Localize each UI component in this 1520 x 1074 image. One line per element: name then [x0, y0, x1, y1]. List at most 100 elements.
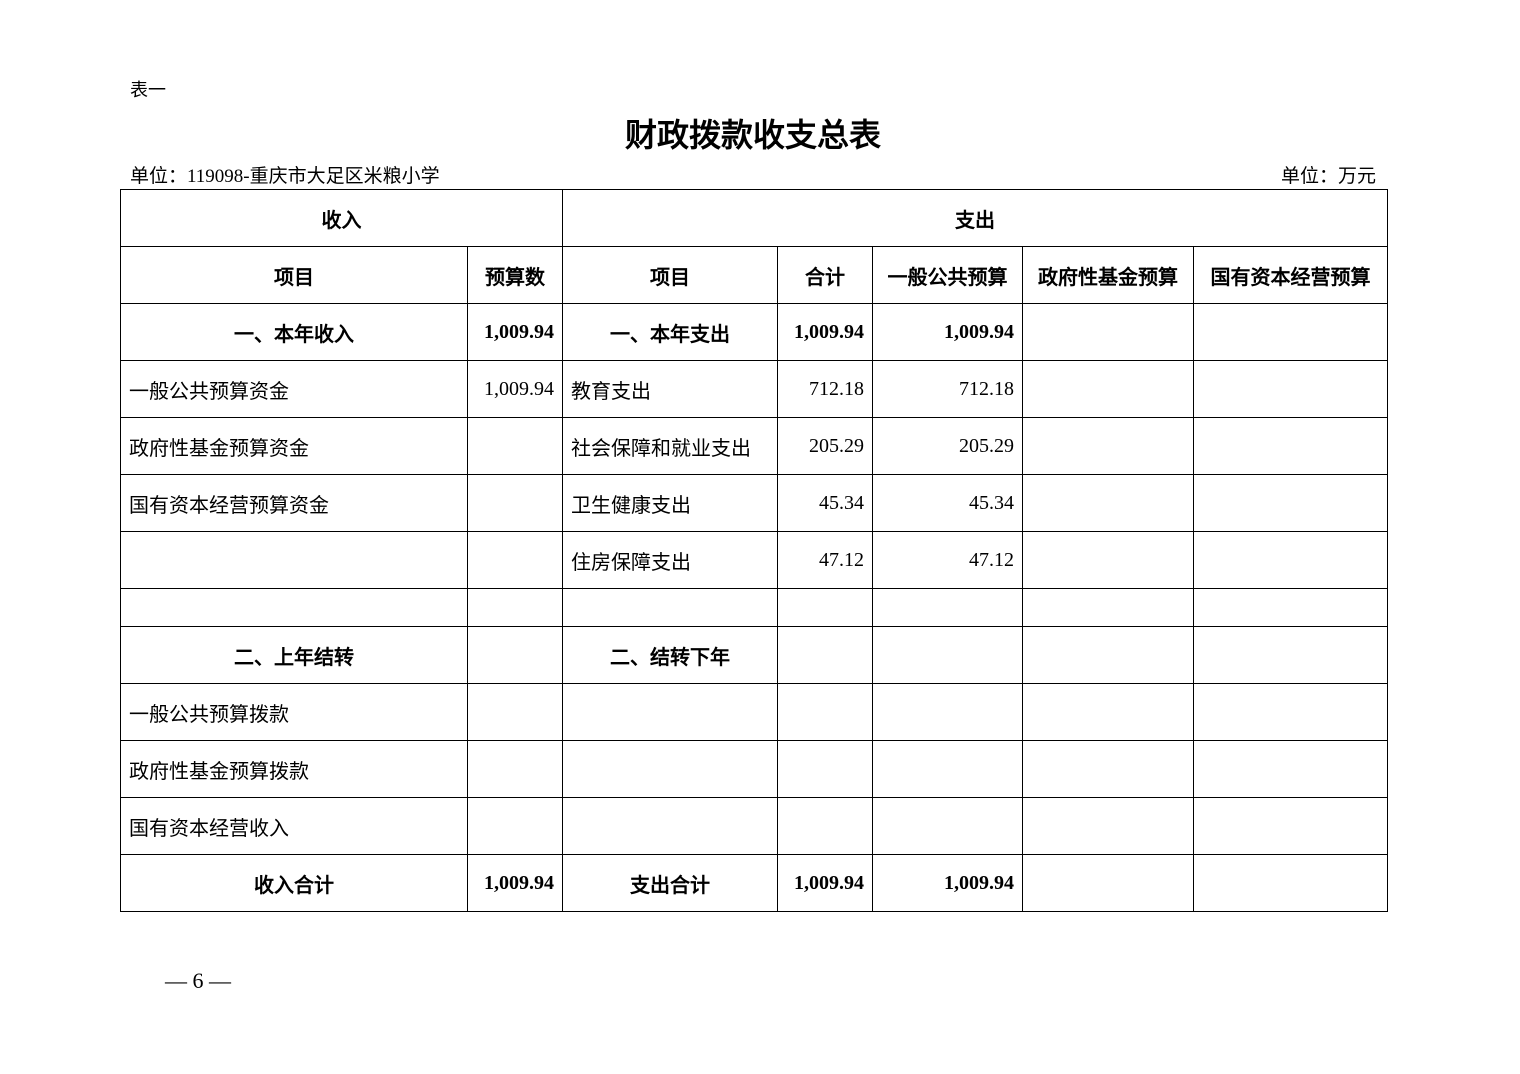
table-cell	[872, 683, 1023, 741]
table-cell: 卫生健康支出	[562, 474, 778, 532]
table-cell	[777, 683, 873, 741]
table-cell	[1022, 626, 1194, 684]
table-row: 政府性基金预算拨款	[120, 740, 1389, 798]
table-cell	[120, 531, 468, 589]
table-cell	[1022, 740, 1194, 798]
table-cell: 一般公共预算拨款	[120, 683, 468, 741]
budget-table: 收入 支出 项目 预算数 项目 合计 一般公共预算 政府性基金预算 国有资本经营…	[120, 189, 1389, 912]
column-header: 预算数	[467, 246, 563, 304]
table-cell	[562, 588, 778, 627]
table-cell	[1022, 683, 1194, 741]
page-title: 财政拨款收支总表	[624, 117, 881, 153]
table-cell	[562, 797, 778, 855]
column-header: 项目	[562, 246, 778, 304]
table-cell	[467, 474, 563, 532]
table-cell	[777, 588, 873, 627]
table-row: 一般公共预算资金 1,009.94 教育支出 712.18 712.18	[120, 360, 1389, 418]
table-cell	[872, 626, 1023, 684]
table-cell	[467, 683, 563, 741]
table-cell	[1192, 797, 1389, 855]
table-row: 二、上年结转 二、结转下年	[120, 626, 1389, 684]
column-header: 合计	[777, 246, 873, 304]
table-cell	[1022, 303, 1194, 361]
table-cell: 教育支出	[562, 360, 778, 418]
table-cell	[1192, 360, 1389, 418]
table-row: 国有资本经营收入	[120, 797, 1389, 855]
table-cell	[120, 588, 468, 627]
table-cell	[467, 797, 563, 855]
table-cell	[1192, 854, 1389, 912]
table-row: 一、本年收入 1,009.94 一、本年支出 1,009.94 1,009.94	[120, 303, 1389, 361]
table-cell	[1192, 474, 1389, 532]
table-cell	[777, 626, 873, 684]
table-cell: 国有资本经营收入	[120, 797, 468, 855]
table-cell	[467, 417, 563, 475]
table-cell	[1192, 588, 1389, 627]
column-header-row: 项目 预算数 项目 合计 一般公共预算 政府性基金预算 国有资本经营预算	[120, 246, 1389, 304]
table-cell	[1022, 417, 1194, 475]
table-cell: 1,009.94	[467, 360, 563, 418]
table-row: 一般公共预算拨款	[120, 683, 1389, 741]
table-cell	[467, 626, 563, 684]
table-cell	[467, 531, 563, 589]
table-cell: 二、结转下年	[562, 626, 778, 684]
table-cell	[872, 797, 1023, 855]
table-cell	[1022, 360, 1194, 418]
table-cell	[1192, 303, 1389, 361]
table-cell: 712.18	[777, 360, 873, 418]
page-number: — 6 —	[165, 968, 231, 993]
table-cell: 1,009.94	[777, 854, 873, 912]
table-cell: 一、本年收入	[120, 303, 468, 361]
table-cell	[872, 588, 1023, 627]
column-header: 项目	[120, 246, 468, 304]
table-row: 国有资本经营预算资金 卫生健康支出 45.34 45.34	[120, 474, 1389, 532]
table-cell	[1022, 797, 1194, 855]
table-cell: 1,009.94	[467, 303, 563, 361]
table-cell	[562, 683, 778, 741]
table-cell	[1192, 740, 1389, 798]
expense-group-header: 支出	[561, 189, 1389, 247]
table-row: 收入合计 1,009.94 支出合计 1,009.94 1,009.94	[120, 854, 1389, 912]
table-cell: 二、上年结转	[120, 626, 468, 684]
table-cell	[1022, 531, 1194, 589]
table-cell: 1,009.94	[467, 854, 563, 912]
table-row: 住房保障支出 47.12 47.12	[120, 531, 1389, 589]
income-group-header: 收入	[120, 189, 563, 247]
table-cell: 支出合计	[562, 854, 778, 912]
table-cell	[467, 588, 563, 627]
table-cell	[562, 740, 778, 798]
group-header-row: 收入 支出	[120, 189, 1389, 247]
table-row	[120, 588, 1389, 627]
table-cell	[1192, 531, 1389, 589]
table-cell: 政府性基金预算拨款	[120, 740, 468, 798]
table-label: 表一	[130, 80, 166, 100]
table-cell	[1022, 474, 1194, 532]
table-cell	[1022, 588, 1194, 627]
table-cell	[777, 740, 873, 798]
table-cell: 1,009.94	[872, 854, 1023, 912]
table-cell: 一般公共预算资金	[120, 360, 468, 418]
table-cell: 政府性基金预算资金	[120, 417, 468, 475]
table-cell: 205.29	[872, 417, 1023, 475]
column-header: 一般公共预算	[872, 246, 1023, 304]
column-header: 政府性基金预算	[1022, 246, 1194, 304]
table-cell: 205.29	[777, 417, 873, 475]
table-cell	[467, 740, 563, 798]
table-row: 政府性基金预算资金 社会保障和就业支出 205.29 205.29	[120, 417, 1389, 475]
table-cell: 47.12	[777, 531, 873, 589]
table-cell	[1192, 626, 1389, 684]
organization-unit: 单位：119098-重庆市大足区米粮小学	[130, 166, 440, 187]
table-cell: 47.12	[872, 531, 1023, 589]
table-cell	[777, 797, 873, 855]
table-cell	[1192, 417, 1389, 475]
table-cell: 1,009.94	[777, 303, 873, 361]
table-cell: 45.34	[872, 474, 1023, 532]
table-cell	[1022, 854, 1194, 912]
currency-unit: 单位：万元	[1280, 166, 1376, 187]
table-cell	[1192, 683, 1389, 741]
table-cell: 收入合计	[120, 854, 468, 912]
table-cell: 45.34	[777, 474, 873, 532]
table-cell: 一、本年支出	[562, 303, 778, 361]
table-cell: 住房保障支出	[562, 531, 778, 589]
column-header: 国有资本经营预算	[1192, 246, 1389, 304]
